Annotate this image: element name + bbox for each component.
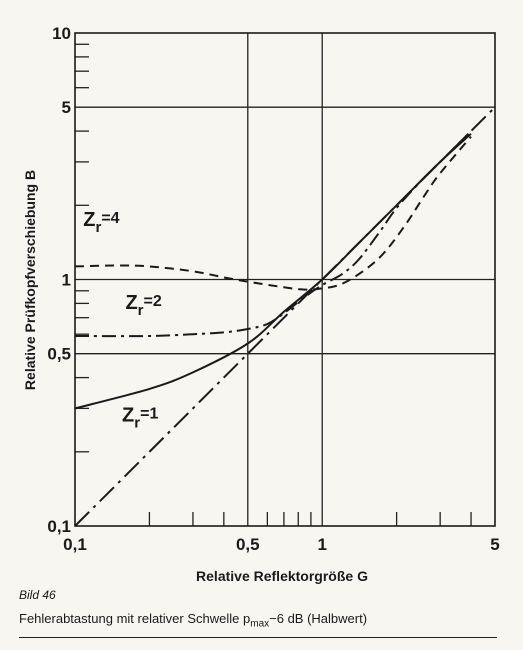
x-axis-title: Relative Reflektorgröße G (196, 568, 368, 584)
tick-labels: 0,1 0,5 1 5 0,1 0,5 1 5 10 (47, 24, 499, 554)
caption-text: Fehlerabtastung mit relativer Schwelle p (19, 611, 251, 626)
y-tick-label: 5 (62, 98, 71, 117)
chart: 0,1 0,5 1 5 0,1 0,5 1 5 10 Zr=4 Zr=2 Zr=1 Relative… (22, 24, 500, 584)
series-line-1 (74, 133, 472, 410)
y-tick-label: 10 (52, 24, 71, 43)
figure-label: Bild 46 (19, 588, 56, 602)
figure-caption: Fehlerabtastung mit relativer Schwelle p… (19, 611, 367, 630)
series-group (74, 106, 496, 527)
curve-label-1: Zr=4 (83, 209, 119, 236)
x-tick-label: 0,1 (63, 535, 87, 554)
x-tick-label: 5 (490, 535, 499, 554)
axis-ticks (75, 43, 472, 526)
series-line-3 (74, 135, 472, 291)
y-tick-label: 0,5 (47, 345, 71, 364)
x-tick-label: 1 (317, 535, 326, 554)
x-tick-label: 0,5 (236, 535, 260, 554)
curve-label-3: Zr=1 (122, 405, 158, 432)
curve-label-2: Zr=2 (125, 292, 161, 319)
grid (75, 33, 495, 526)
series-line-4 (74, 106, 496, 527)
curve-labels: Zr=4 Zr=2 Zr=1 (83, 209, 162, 432)
y-tick-label: 0,1 (47, 517, 71, 536)
caption-suffix: −6 dB (Halbwert) (269, 611, 368, 626)
caption-subscript: max (250, 618, 270, 630)
y-tick-label: 1 (62, 271, 71, 290)
plot-frame (74, 32, 496, 527)
caption-rule (19, 637, 497, 638)
y-axis-title: Relative Prüfkopfverschiebung B (22, 170, 38, 390)
